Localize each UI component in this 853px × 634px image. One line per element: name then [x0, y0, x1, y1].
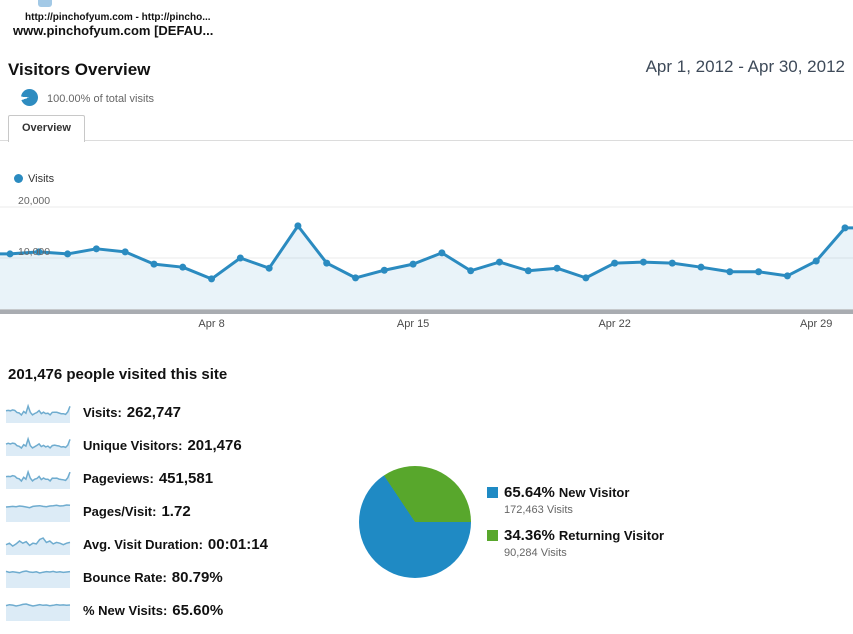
metric-label: Pageviews:	[83, 470, 154, 486]
metric-label: Avg. Visit Duration:	[83, 536, 203, 552]
visits-series-dot-icon	[14, 174, 23, 183]
svg-text:20,000: 20,000	[18, 195, 50, 207]
visits-series-label: Visits	[28, 173, 55, 185]
metric-sparkline	[5, 536, 71, 555]
legend-visits: 172,463 Visits	[504, 504, 573, 516]
page-title: Visitors Overview	[8, 60, 151, 79]
metric-label: % New Visits:	[83, 602, 168, 618]
metric-sparkline	[5, 503, 71, 522]
legend-swatch-icon	[487, 487, 498, 498]
metric-sparkline	[5, 569, 71, 588]
legend-swatch-icon	[487, 530, 498, 541]
legend-name: New Visitor	[558, 485, 630, 500]
logo-fragment-icon	[38, 0, 52, 7]
chart-legend: Visits	[14, 173, 54, 185]
legend-name: Returning Visitor	[558, 528, 665, 543]
svg-text:Apr 29: Apr 29	[800, 318, 832, 330]
tab-overview[interactable]: Overview	[8, 115, 85, 142]
metric-row-visits[interactable]: Visits: 262,747	[5, 400, 181, 424]
metric-value: 201,476	[187, 436, 242, 454]
svg-text:Apr 8: Apr 8	[198, 318, 224, 330]
metric-value: 262,747	[126, 403, 182, 421]
segment-pie-icon	[21, 89, 38, 106]
svg-text:10,000: 10,000	[18, 246, 50, 258]
metric-sparkline	[5, 436, 71, 456]
date-range-selector[interactable]: Apr 1, 2012 - Apr 30, 2012	[645, 57, 845, 76]
pie-legend-item-new-visitor[interactable]: 65.64% New Visitor 172,463 Visits	[487, 484, 629, 516]
pie-legend-item-returning-visitor[interactable]: 34.36% Returning Visitor 90,284 Visits	[487, 527, 664, 559]
svg-text:Apr 22: Apr 22	[598, 318, 630, 330]
svg-text:Apr 15: Apr 15	[397, 318, 429, 330]
visits-line-chart[interactable]: 10,000 20,000 Apr 8 Apr 15 Apr 22 Apr 29	[0, 165, 853, 335]
metric-label: Bounce Rate:	[83, 569, 167, 585]
metric-label: Visits:	[83, 404, 122, 420]
metric-row-avg-visit-duration[interactable]: Avg. Visit Duration: 00:01:14	[5, 532, 268, 556]
metric-label: Pages/Visit:	[83, 503, 157, 519]
legend-visits: 90,284 Visits	[504, 547, 567, 559]
visitor-type-pie-chart[interactable]	[359, 466, 471, 578]
metric-row-pages-visit[interactable]: Pages/Visit: 1.72	[5, 499, 191, 523]
metric-value: 451,581	[158, 469, 214, 487]
profile-name[interactable]: www.pinchofyum.com [DEFAU...	[13, 23, 214, 38]
metric-label: Unique Visitors:	[83, 437, 183, 453]
visitors-headline: 201,476 people visited this site	[8, 366, 228, 383]
metric-value: 80.79%	[171, 568, 223, 586]
tab-strip: Overview	[0, 115, 853, 142]
metric-value: 00:01:14	[207, 535, 268, 553]
metric-row-new-visits[interactable]: % New Visits: 65.60%	[5, 598, 223, 622]
legend-percent: 65.64%	[504, 484, 555, 501]
legend-percent: 34.36%	[504, 527, 555, 544]
metric-row-pageviews[interactable]: Pageviews: 451,581	[5, 466, 213, 490]
metric-value: 65.60%	[172, 601, 224, 619]
metric-sparkline	[5, 403, 71, 423]
metric-sparkline	[5, 602, 71, 621]
metric-row-bounce-rate[interactable]: Bounce Rate: 80.79%	[5, 565, 223, 589]
segment-label: 100.00% of total visits	[47, 93, 155, 105]
metric-row-unique-visitors[interactable]: Unique Visitors: 201,476	[5, 433, 242, 457]
property-urls: http://pinchofyum.com - http://pincho...	[25, 12, 211, 23]
metric-value: 1.72	[161, 502, 191, 520]
metric-sparkline	[5, 469, 71, 489]
